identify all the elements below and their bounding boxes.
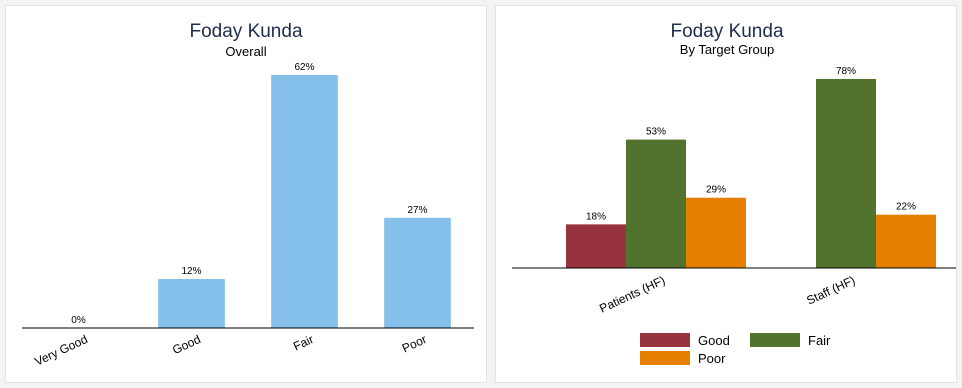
- data-label: 62%: [294, 62, 314, 73]
- data-label: 27%: [407, 205, 427, 216]
- bar: [566, 224, 626, 268]
- overall-chart: Foday Kunda Overall 0% Very Good 12% Good 62…: [22, 21, 474, 369]
- legend-label: Poor: [698, 351, 726, 366]
- bar: [158, 279, 225, 328]
- bar: [384, 217, 451, 328]
- target-group-chart-panel: Foday Kunda By Target Group 18% 53% 29% Pat…: [495, 5, 957, 383]
- data-label: 18%: [586, 211, 606, 222]
- legend-label: Fair: [808, 333, 831, 348]
- data-label: 29%: [706, 185, 726, 196]
- chart-title: Foday Kunda: [189, 21, 302, 42]
- legend-label: Good: [698, 333, 730, 348]
- chart-subtitle: Overall: [225, 44, 266, 59]
- x-tick-label: Patients (HF): [597, 273, 667, 316]
- data-label: 0%: [71, 315, 86, 326]
- chart-subtitle: By Target Group: [680, 42, 774, 57]
- bar: [816, 79, 876, 268]
- x-tick-label: Poor: [400, 332, 429, 355]
- x-tick-label: Staff (HF): [804, 273, 857, 308]
- target-group-chart: Foday Kunda By Target Group 18% 53% 29% Pat…: [512, 21, 956, 366]
- data-label: 78%: [836, 66, 856, 77]
- bar: [686, 197, 746, 268]
- bar: [626, 139, 686, 268]
- x-tick-label: Very Good: [32, 332, 89, 369]
- legend-swatch: [750, 333, 800, 347]
- x-tick-label: Fair: [291, 332, 316, 353]
- legend-swatch: [640, 333, 690, 347]
- chart-legend: Good Fair Poor: [640, 333, 831, 366]
- x-tick-label: Good: [170, 332, 203, 357]
- bar: [271, 75, 338, 328]
- chart-title: Foday Kunda: [670, 21, 783, 42]
- bar: [876, 214, 936, 268]
- data-label: 22%: [896, 202, 916, 213]
- data-label: 53%: [646, 127, 666, 138]
- legend-swatch: [640, 351, 690, 365]
- overall-chart-panel: Foday Kunda Overall 0% Very Good 12% Good 62…: [5, 5, 487, 383]
- data-label: 12%: [181, 266, 201, 277]
